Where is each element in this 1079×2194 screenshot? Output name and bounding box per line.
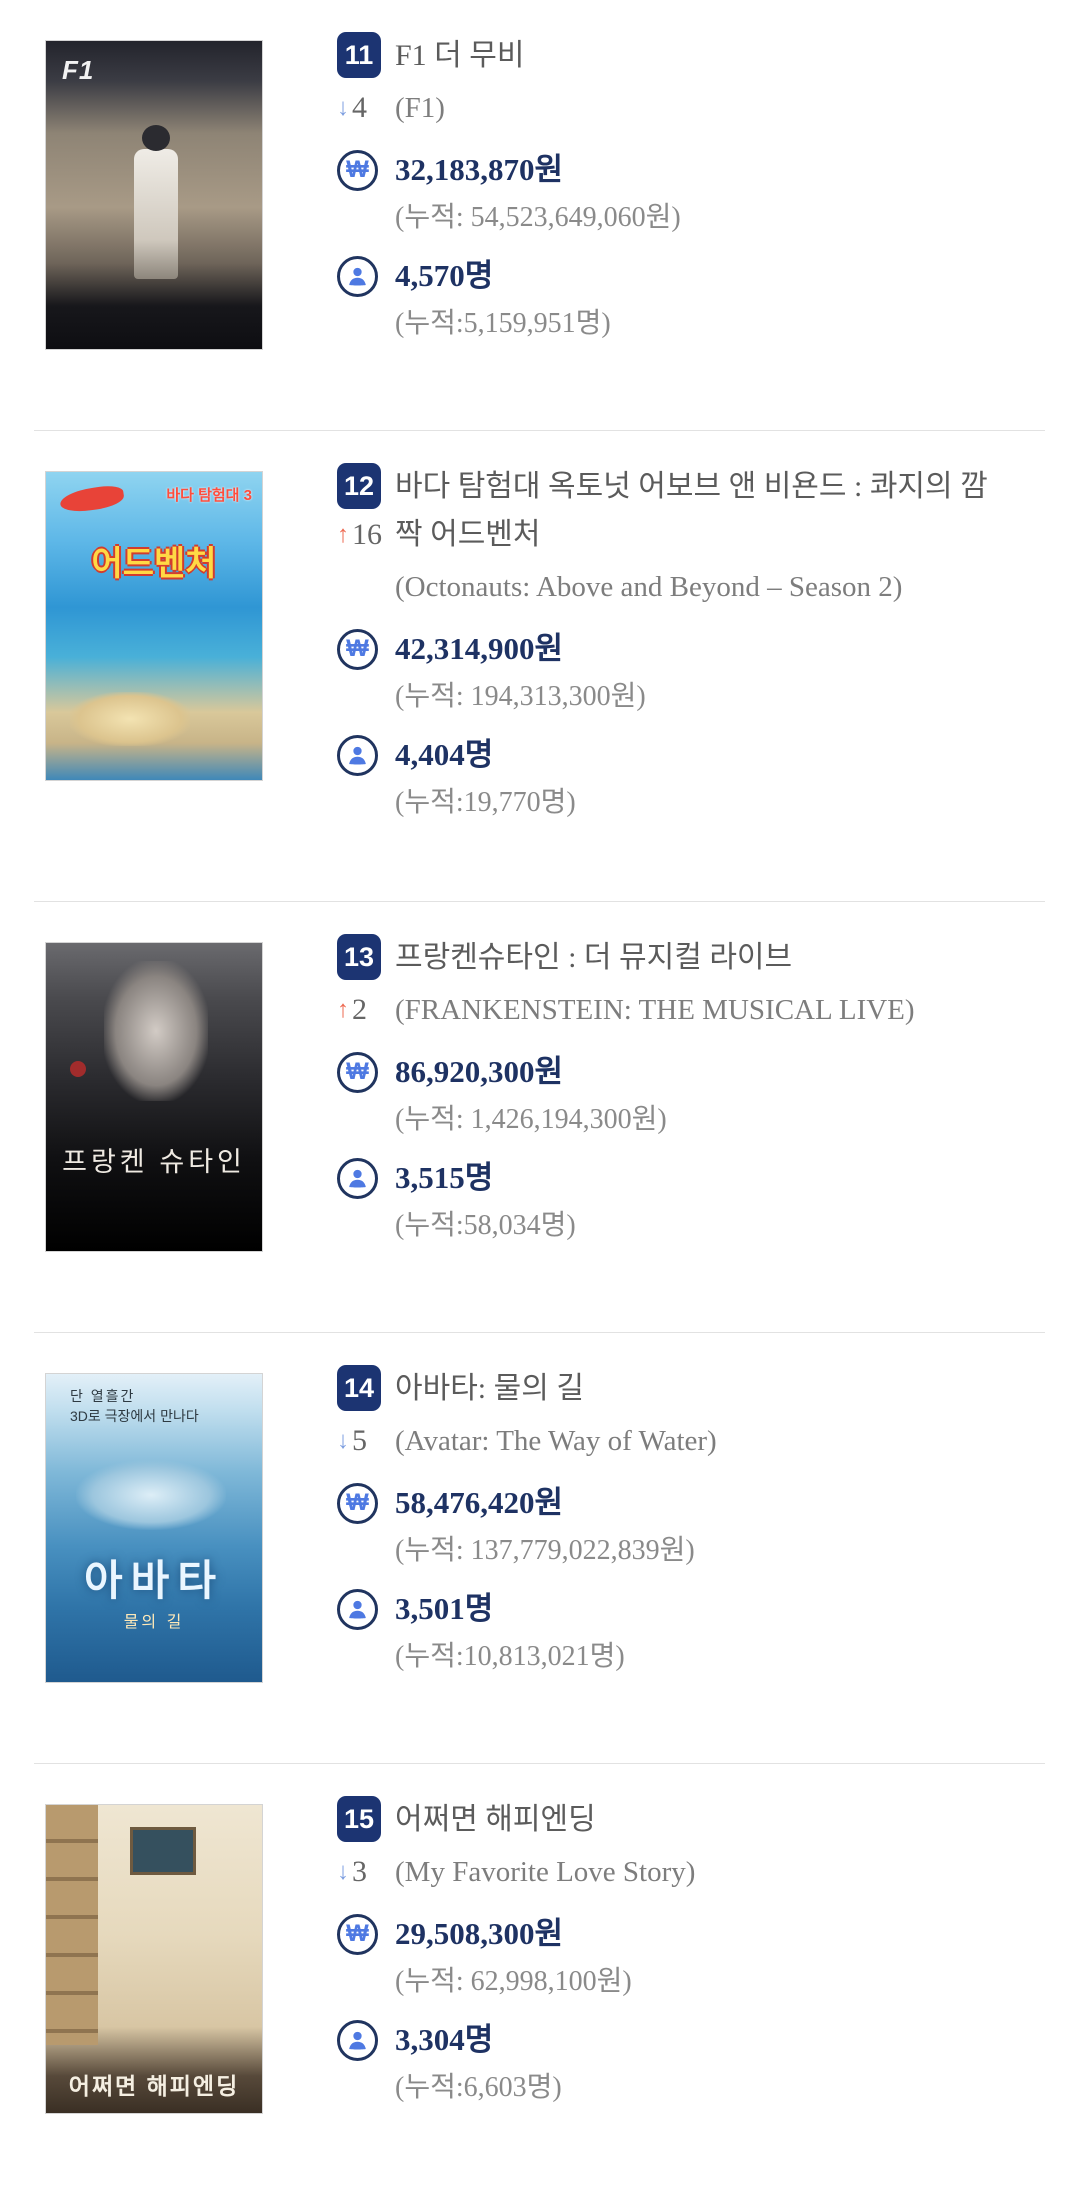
person-icon [337,2019,378,2061]
poster-caption: 아바타 [84,1557,224,1604]
item-divider [34,901,1045,902]
movie-title[interactable]: 아바타: 물의 길 [395,1372,584,1405]
poster-caption: 물의 길 [123,1614,185,1631]
cumulative-revenue: (누적: 54,523,649,060원) [395,202,681,233]
won-icon: ₩ [337,628,378,670]
item-divider [34,430,1045,431]
daily-audience: 3,304명 [395,2022,494,2057]
poster-caption: 바다 탐험대 3 [166,487,252,504]
movie-title-english: (F1) [395,92,445,124]
item-divider [34,1332,1045,1333]
cumulative-audience: (누적:5,159,951명) [395,308,611,339]
person-icon [337,734,378,776]
rank-change: ↓ 5 [337,1424,367,1458]
cumulative-revenue: (누적: 62,998,100원) [395,1966,632,1997]
movie-title[interactable]: F1 더 무비 [395,39,525,72]
poster-caption: 단 열흘간 [70,1388,136,1404]
rank-badge: 12 [337,463,381,509]
rank-change: ↑ 16 [337,518,382,552]
cumulative-revenue: (누적: 194,313,300원) [395,681,646,712]
poster-caption: 프랑켄 슈타인 [62,1147,246,1177]
rank-change: ↓ 3 [337,1855,367,1889]
movie-list-item[interactable]: 단 열흘간 3D로 극장에서 만나다 아바타 물의 길 14 아바타: 물의 길… [0,1333,1079,1763]
rank-change-arrow-icon: ↑ [337,522,349,548]
cumulative-audience: (누적:10,813,021명) [395,1641,625,1672]
movie-title[interactable]: 프랑켄슈타인 : 더 뮤지컬 라이브 [395,941,793,974]
rank-change-amount: 16 [352,518,382,551]
movie-title[interactable]: 바다 탐험대 옥토넛 어보브 앤 비욘드 : 콰지의 깜 [395,470,988,503]
movie-list-item[interactable]: 어쩌면 해피엔딩 15 어쩌면 해피엔딩 ↓ 3 (My Favorite Lo… [0,1764,1079,2194]
movie-info: 13 프랑켄슈타인 : 더 뮤지컬 라이브 ↑ 2 (FRANKENSTEIN:… [337,934,1049,1260]
daily-revenue: 29,508,300원 [395,1916,564,1951]
movie-poster[interactable]: 바다 탐험대 3 어드벤처 [45,471,263,781]
movie-info: 14 아바타: 물의 길 ↓ 5 (Avatar: The Way of Wat… [337,1365,1049,1691]
movie-poster[interactable]: 단 열흘간 3D로 극장에서 만나다 아바타 물의 길 [45,1373,263,1683]
movie-list-item[interactable]: 프랑켄 슈타인 13 프랑켄슈타인 : 더 뮤지컬 라이브 ↑ 2 (FRANK… [0,902,1079,1332]
poster-caption: 3D로 극장에서 만나다 [70,1408,199,1424]
cumulative-revenue: (누적: 1,426,194,300원) [395,1104,667,1135]
rank-badge: 13 [337,934,381,980]
movie-list-item[interactable]: F1 11 F1 더 무비 ↓ 4 (F1) ₩ 32,183,870원 ( [0,0,1079,430]
movie-title-english: (Octonauts: Above and Beyond – Season 2) [395,571,903,603]
movie-title-english: (Avatar: The Way of Water) [395,1425,717,1457]
cumulative-audience: (누적:6,603명) [395,2072,562,2103]
rank-badge: 14 [337,1365,381,1411]
rank-badge: 11 [337,32,381,78]
rank-change-amount: 4 [352,91,367,124]
rank-change-arrow-icon: ↓ [337,95,349,121]
cumulative-audience: (누적:19,770명) [395,787,576,818]
movie-title[interactable]: 어쩌면 해피엔딩 [395,1803,596,1836]
person-icon [337,255,378,297]
daily-revenue: 86,920,300원 [395,1054,564,1089]
daily-revenue: 32,183,870원 [395,152,564,187]
movie-info: 15 어쩌면 해피엔딩 ↓ 3 (My Favorite Love Story)… [337,1796,1049,2122]
won-icon: ₩ [337,149,378,191]
won-icon: ₩ [337,1913,378,1955]
daily-audience: 4,570명 [395,258,494,293]
poster-caption: 어드벤처 [91,545,217,583]
daily-audience: 4,404명 [395,737,494,772]
movie-title-english: (My Favorite Love Story) [395,1856,696,1888]
person-icon [337,1157,378,1199]
daily-revenue: 58,476,420원 [395,1485,564,1520]
daily-revenue: 42,314,900원 [395,631,564,666]
movie-title-line2[interactable]: 짝 어드벤처 [395,518,541,551]
movie-poster[interactable]: 프랑켄 슈타인 [45,942,263,1252]
poster-caption: 어쩌면 해피엔딩 [68,2073,240,2099]
rank-change-arrow-icon: ↓ [337,1859,349,1885]
won-icon: ₩ [337,1482,378,1524]
cumulative-revenue: (누적: 137,779,022,839원) [395,1535,695,1566]
won-icon: ₩ [337,1051,378,1093]
movie-list-item[interactable]: 바다 탐험대 3 어드벤처 12 바다 탐험대 옥토넛 어보브 앤 비욘드 : … [0,431,1079,901]
rank-change-amount: 3 [352,1855,367,1888]
rank-change-amount: 5 [352,1424,367,1457]
rank-change: ↓ 4 [337,91,367,125]
movie-poster[interactable]: F1 [45,40,263,350]
cumulative-audience: (누적:58,034명) [395,1210,576,1241]
item-divider [34,1763,1045,1764]
movie-title-english: (FRANKENSTEIN: THE MUSICAL LIVE) [395,994,915,1026]
daily-audience: 3,501명 [395,1591,494,1626]
daily-audience: 3,515명 [395,1160,494,1195]
rank-change-amount: 2 [352,993,367,1026]
rank-change-arrow-icon: ↑ [337,997,349,1023]
movie-info: 11 F1 더 무비 ↓ 4 (F1) ₩ 32,183,870원 (누적: 5… [337,32,1049,358]
rank-change: ↑ 2 [337,993,367,1027]
rank-change-arrow-icon: ↓ [337,1428,349,1454]
poster-caption: F1 [62,55,95,85]
person-icon [337,1588,378,1630]
movie-poster[interactable]: 어쩌면 해피엔딩 [45,1804,263,2114]
movie-info: 12 바다 탐험대 옥토넛 어보브 앤 비욘드 : 콰지의 깜 ↑ 16 짝 어… [337,463,1049,837]
rank-badge: 15 [337,1796,381,1842]
